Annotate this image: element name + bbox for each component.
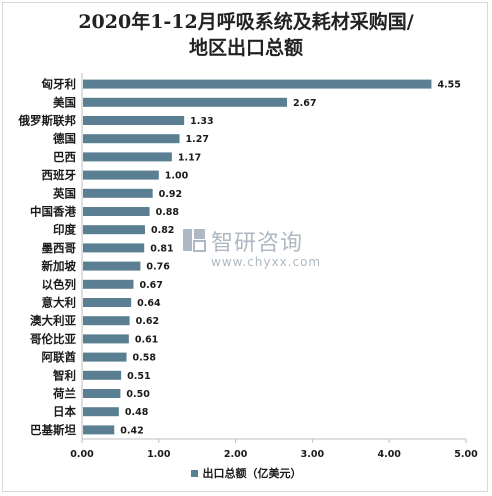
data-label: 0.88: [156, 207, 180, 218]
data-label: 0.48: [125, 407, 149, 418]
data-label: 2.67: [293, 98, 316, 109]
chart-title: 2020年1-12月呼吸系统及耗材采购国/地区出口总额: [78, 11, 414, 59]
category-label: 意大利: [42, 296, 77, 310]
category-label: 德国: [52, 132, 76, 146]
x-tick-label: 5.00: [454, 449, 478, 460]
category-label: 西班牙: [42, 168, 77, 182]
category-label: 哥伦比亚: [30, 332, 76, 346]
data-label: 0.76: [146, 262, 170, 273]
category-label: 印度: [53, 223, 76, 237]
bar: [83, 116, 185, 125]
bar: [83, 188, 153, 198]
category-label: 巴西: [53, 150, 76, 164]
bar: [83, 425, 115, 435]
bar: [83, 352, 127, 362]
data-label: 0.92: [159, 189, 182, 200]
watermark: 智研咨询 www.chyxx.com: [181, 225, 331, 275]
category-label: 智利: [53, 368, 76, 382]
category-label: 日本: [53, 405, 76, 419]
chart-frame: 2020年1-12月呼吸系统及耗材采购国/地区出口总额 匈牙利 4.55 美国 2.6…: [2, 2, 488, 492]
category-label: 美国: [53, 95, 76, 109]
bar: [83, 97, 288, 107]
brand-logo-icon: [183, 229, 206, 252]
bar: [83, 298, 132, 307]
category-label: 英国: [52, 186, 76, 200]
watermark-url: www.chyxx.com: [211, 255, 322, 269]
bar: [83, 225, 145, 235]
category-label: 新加坡: [42, 259, 77, 273]
data-label: 0.50: [126, 389, 150, 400]
bar: [83, 134, 180, 144]
data-label: 0.51: [127, 371, 150, 382]
bar: [83, 316, 130, 326]
category-label: 俄罗斯联邦: [18, 114, 77, 128]
x-tick-label: 0.00: [70, 449, 94, 460]
x-tick-label: 4.00: [377, 449, 401, 460]
data-label: 0.42: [120, 425, 143, 436]
bar: [83, 170, 159, 180]
bar: [83, 152, 172, 162]
data-label: 0.62: [136, 316, 159, 327]
x-tick-label: 3.00: [301, 449, 325, 460]
bar: [83, 407, 119, 417]
data-label: 1.33: [190, 116, 213, 127]
data-label: 0.58: [133, 353, 157, 364]
category-label: 荷兰: [52, 387, 76, 401]
x-tick-label: 1.00: [147, 449, 171, 460]
category-label: 澳大利亚: [30, 314, 76, 328]
category-label: 巴基斯坦: [30, 423, 76, 437]
bar: [83, 370, 122, 380]
legend: 出口总额（亿美元）: [3, 465, 489, 481]
data-label: 0.64: [137, 298, 161, 309]
data-label: 1.17: [178, 152, 201, 163]
category-label: 中国香港: [30, 205, 76, 219]
category-label: 阿联酋: [42, 350, 77, 364]
data-label: 1.27: [186, 134, 209, 145]
bar: [83, 207, 150, 216]
bar-chart-plot: 匈牙利 4.55 美国 2.67 俄罗斯联邦 1.33 德国 1.27 巴西 1.17 西班牙 1.0…: [18, 73, 478, 460]
bar: [83, 261, 141, 271]
bar: [83, 334, 129, 344]
data-label: 0.82: [151, 225, 174, 236]
bar: [83, 389, 121, 398]
legend-swatch: [190, 469, 198, 477]
data-label: 0.67: [139, 280, 162, 291]
category-label: 匈牙利: [41, 77, 77, 91]
legend-label: 出口总额（亿美元）: [202, 467, 302, 480]
bar: [83, 243, 145, 253]
x-tick-label: 2.00: [224, 449, 248, 460]
bar: [83, 279, 134, 289]
category-label: 以色列: [42, 277, 77, 291]
data-label: 4.55: [437, 80, 460, 91]
watermark-brand: 智研咨询: [211, 231, 304, 256]
data-label: 0.81: [150, 243, 173, 254]
bar: [83, 79, 432, 89]
data-label: 0.61: [135, 334, 158, 345]
data-label: 1.00: [165, 171, 189, 182]
category-label: 墨西哥: [42, 241, 77, 255]
